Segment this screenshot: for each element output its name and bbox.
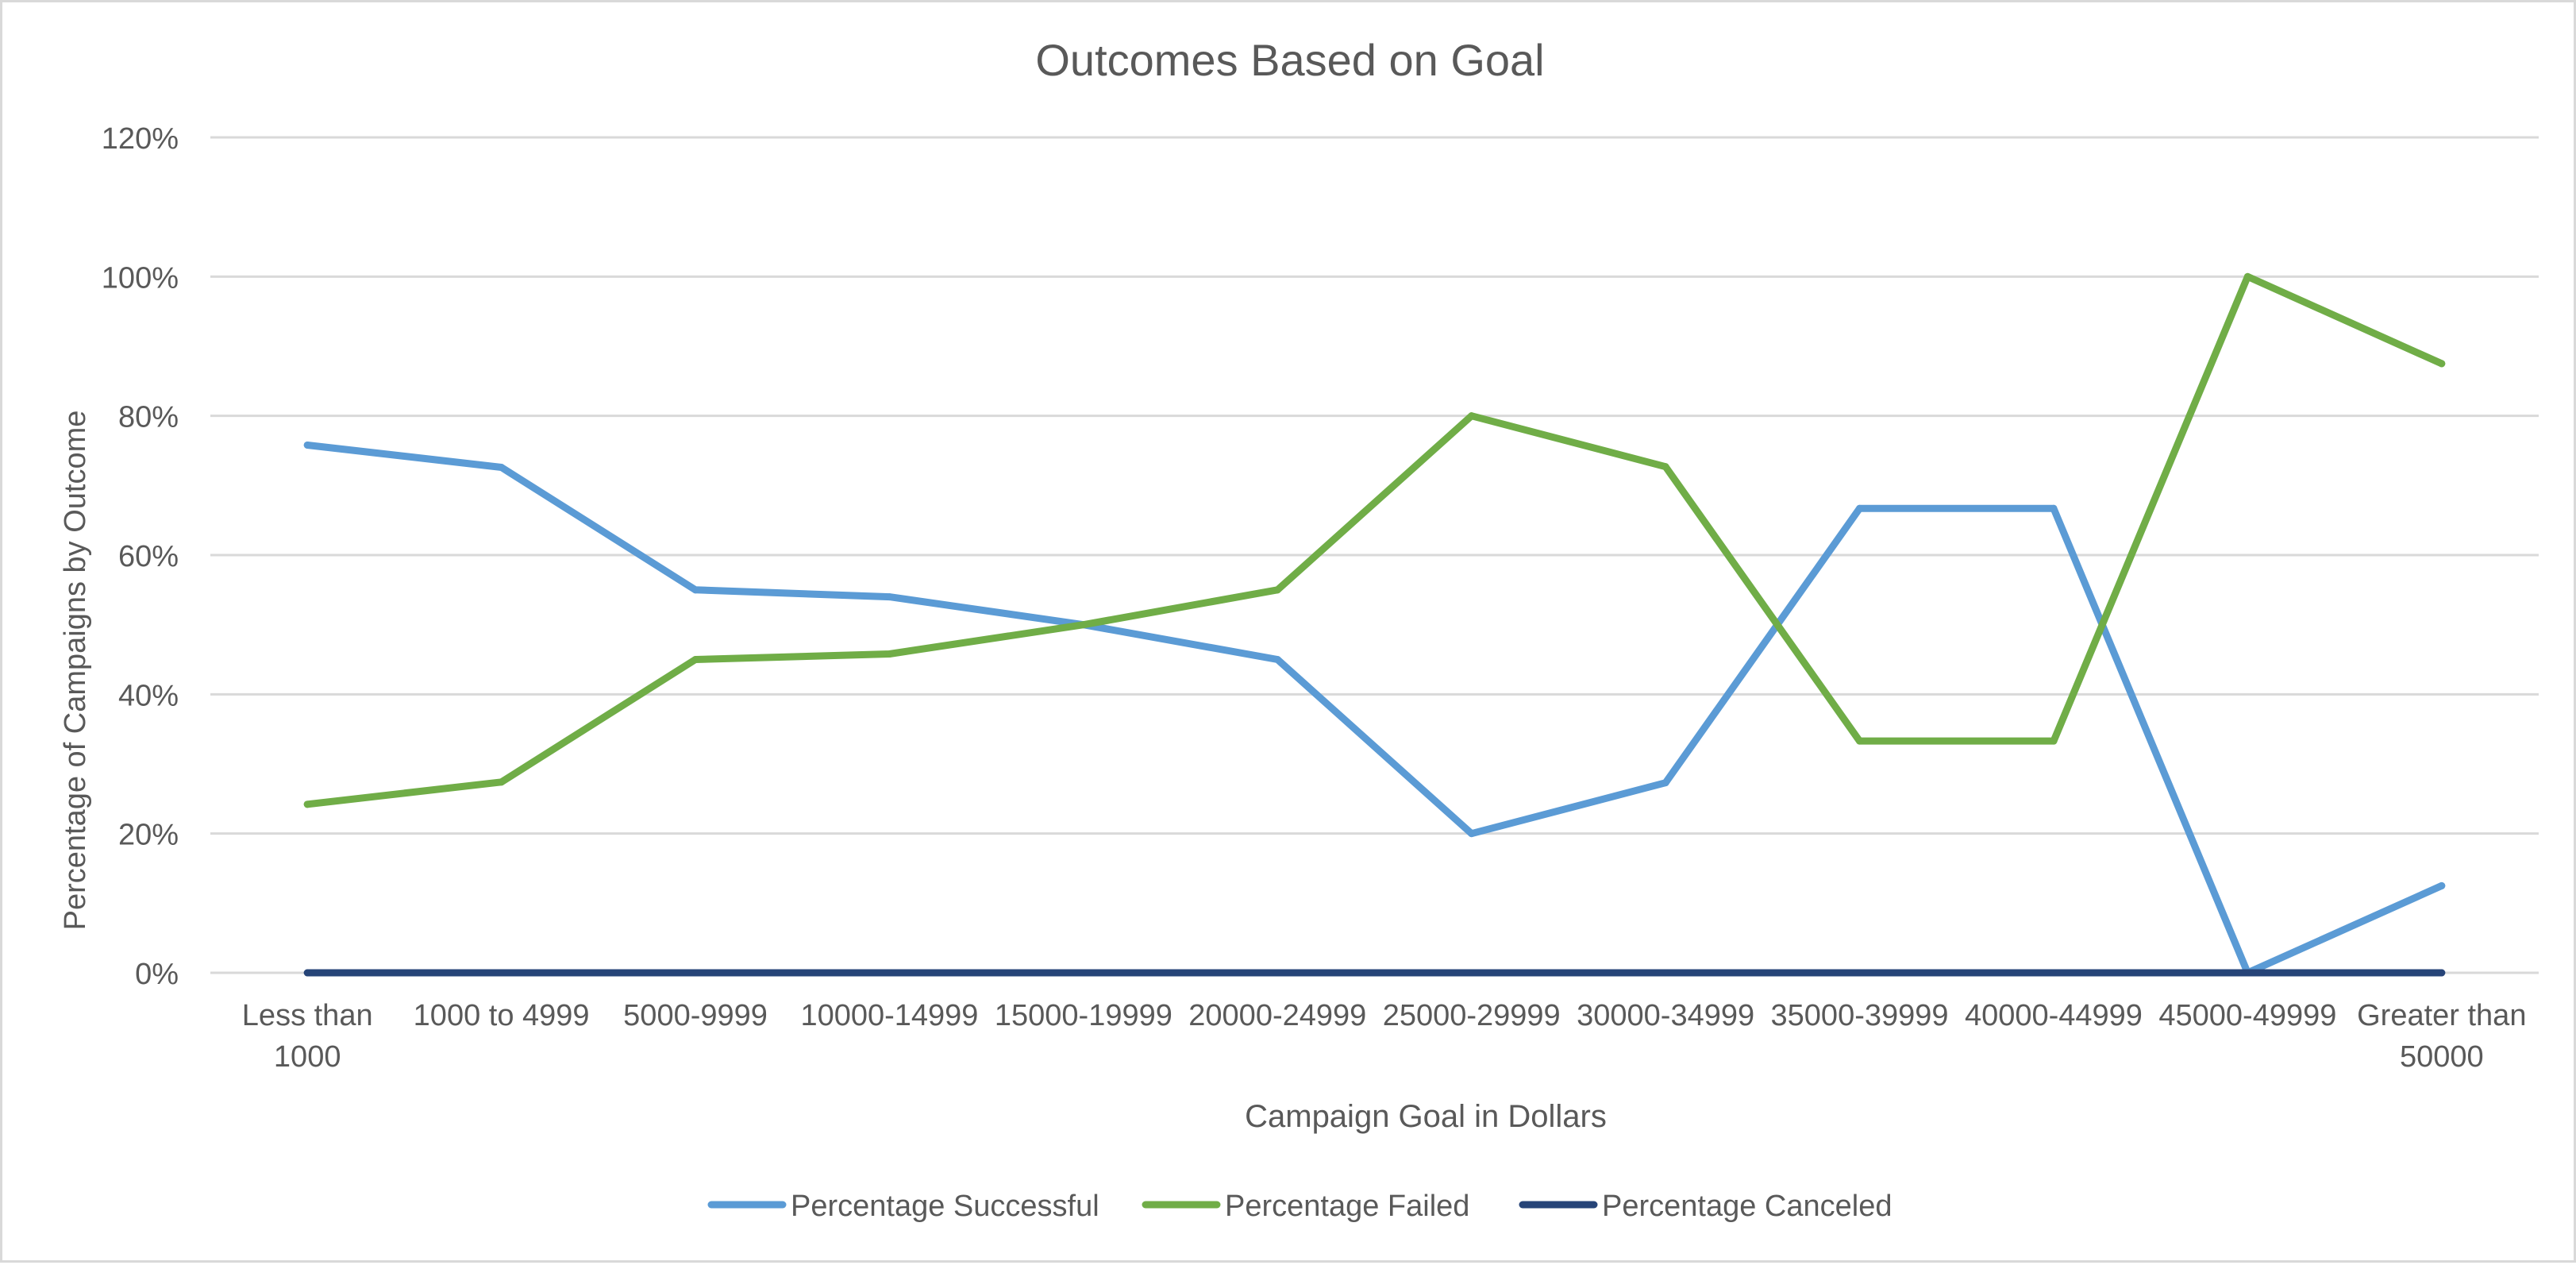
x-tick-label: 10000-14999 xyxy=(800,999,978,1032)
y-axis-ticks: 0% 20% 40% 60% 80% 100% 120% xyxy=(102,122,179,991)
data-point xyxy=(1468,969,1476,977)
data-point xyxy=(691,586,699,594)
data-point xyxy=(2243,272,2251,280)
data-point xyxy=(885,593,893,601)
x-tick-label: Greater than 50000 xyxy=(2357,999,2526,1074)
data-point xyxy=(2438,969,2446,977)
data-point xyxy=(303,800,311,808)
data-point xyxy=(1273,656,1281,663)
x-tick-label: 40000-44999 xyxy=(1965,999,2143,1032)
series-lines xyxy=(303,272,2446,977)
y-tick-label: 0% xyxy=(135,958,179,991)
x-tick-label: Less than 1000 xyxy=(242,999,373,1074)
data-point xyxy=(1468,830,1476,838)
series-line xyxy=(303,272,2446,808)
legend-label: Percentage Canceled xyxy=(1602,1190,1892,1223)
data-point xyxy=(1468,412,1476,420)
x-tick-label: 30000-34999 xyxy=(1577,999,1754,1032)
y-tick-label: 60% xyxy=(118,540,179,573)
chart-title: Outcomes Based on Goal xyxy=(1035,35,1544,85)
x-tick-label: 5000-9999 xyxy=(623,999,768,1032)
data-point xyxy=(498,778,506,786)
data-point xyxy=(1662,779,1669,787)
data-point xyxy=(2438,360,2446,368)
x-tick-label: 35000-39999 xyxy=(1771,999,1949,1032)
data-point xyxy=(498,969,506,977)
series-1 xyxy=(303,272,2446,808)
x-tick-label: 20000-24999 xyxy=(1188,999,1366,1032)
data-point xyxy=(2050,504,2058,512)
data-point xyxy=(885,969,893,977)
x-tick-label: 25000-29999 xyxy=(1383,999,1561,1032)
gridlines xyxy=(210,136,2539,974)
data-point xyxy=(2243,969,2251,977)
data-point xyxy=(1662,463,1669,471)
x-axis-label: Campaign Goal in Dollars xyxy=(1245,1099,1607,1134)
data-point xyxy=(1662,969,1669,977)
y-tick-label: 120% xyxy=(102,122,179,156)
series-0 xyxy=(303,441,2446,977)
y-tick-label: 20% xyxy=(118,819,179,852)
y-tick-label: 100% xyxy=(102,261,179,295)
data-point xyxy=(885,650,893,658)
legend: Percentage Successful Percentage Failed Pe… xyxy=(707,1190,1892,1223)
series-line xyxy=(303,442,2446,977)
data-point xyxy=(1273,969,1281,977)
data-point xyxy=(1856,504,1864,512)
x-tick-label: 1000 to 4999 xyxy=(414,999,590,1032)
data-point xyxy=(303,969,311,977)
data-point xyxy=(498,464,506,472)
x-tick-label: 15000-19999 xyxy=(995,999,1172,1032)
x-tick-label: 45000-49999 xyxy=(2158,999,2336,1032)
series-2 xyxy=(303,969,2446,977)
y-tick-label: 40% xyxy=(118,679,179,712)
data-point xyxy=(2050,737,2058,745)
data-point xyxy=(1273,586,1281,594)
data-point xyxy=(691,656,699,663)
y-axis-label: Percentage of Campaigns by Outcome xyxy=(59,411,92,931)
data-point xyxy=(1856,737,1864,745)
data-point xyxy=(691,969,699,977)
data-point xyxy=(1080,621,1088,629)
x-axis-ticks: Less than 1000 1000 to 4999 5000-9999 10000-… xyxy=(242,999,2527,1074)
data-point xyxy=(2050,969,2058,977)
data-point xyxy=(303,441,311,449)
y-tick-label: 80% xyxy=(118,401,179,434)
data-point xyxy=(1080,969,1088,977)
data-point xyxy=(2438,881,2446,889)
data-point xyxy=(1856,969,1864,977)
legend-label: Percentage Failed xyxy=(1225,1190,1469,1223)
legend-label: Percentage Successful xyxy=(791,1190,1099,1223)
